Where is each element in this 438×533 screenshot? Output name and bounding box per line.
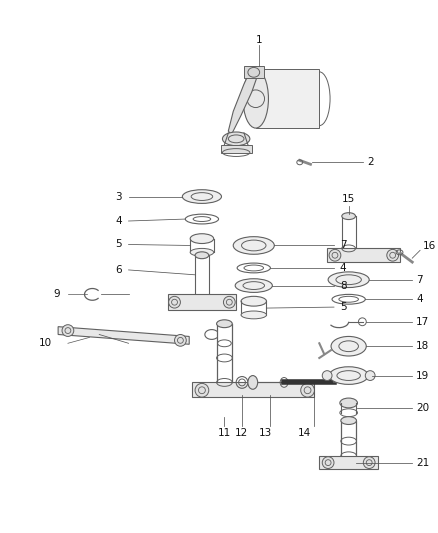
Ellipse shape bbox=[241, 311, 266, 319]
Circle shape bbox=[169, 296, 180, 308]
Text: 7: 7 bbox=[416, 274, 423, 285]
Bar bbox=[220, 145, 252, 152]
Text: 12: 12 bbox=[234, 429, 247, 438]
Circle shape bbox=[322, 457, 334, 469]
Text: 10: 10 bbox=[39, 338, 52, 348]
Circle shape bbox=[329, 249, 341, 261]
Text: 3: 3 bbox=[115, 191, 122, 201]
Circle shape bbox=[365, 370, 375, 381]
Text: 11: 11 bbox=[218, 429, 231, 438]
Text: 5: 5 bbox=[340, 302, 346, 312]
Text: 19: 19 bbox=[416, 370, 429, 381]
Ellipse shape bbox=[190, 234, 214, 244]
Text: 1: 1 bbox=[255, 35, 262, 45]
Ellipse shape bbox=[241, 296, 266, 306]
Text: 9: 9 bbox=[53, 289, 60, 300]
Circle shape bbox=[223, 296, 235, 308]
Circle shape bbox=[301, 383, 314, 397]
Ellipse shape bbox=[342, 213, 356, 220]
Text: 2: 2 bbox=[367, 157, 374, 167]
Ellipse shape bbox=[217, 320, 232, 328]
Ellipse shape bbox=[190, 248, 214, 256]
Ellipse shape bbox=[235, 279, 272, 293]
Ellipse shape bbox=[182, 190, 222, 204]
Ellipse shape bbox=[340, 398, 357, 408]
Circle shape bbox=[195, 383, 209, 397]
Polygon shape bbox=[58, 327, 189, 344]
Text: 14: 14 bbox=[298, 429, 311, 438]
Text: 15: 15 bbox=[342, 195, 355, 205]
Circle shape bbox=[322, 370, 332, 381]
Text: 13: 13 bbox=[259, 429, 272, 438]
Ellipse shape bbox=[248, 376, 258, 389]
Text: 7: 7 bbox=[340, 240, 346, 251]
Ellipse shape bbox=[195, 252, 209, 259]
Text: 4: 4 bbox=[115, 216, 122, 226]
Ellipse shape bbox=[243, 69, 268, 128]
Ellipse shape bbox=[233, 237, 274, 254]
Circle shape bbox=[174, 335, 186, 346]
Bar bbox=[327, 248, 400, 262]
Circle shape bbox=[364, 457, 375, 469]
Ellipse shape bbox=[223, 132, 250, 146]
Text: 6: 6 bbox=[115, 265, 122, 275]
Ellipse shape bbox=[328, 272, 369, 287]
Polygon shape bbox=[228, 69, 259, 135]
Text: 16: 16 bbox=[423, 241, 436, 252]
Text: 8: 8 bbox=[340, 280, 346, 290]
Circle shape bbox=[387, 249, 399, 261]
Bar bbox=[244, 67, 264, 78]
Text: 21: 21 bbox=[416, 458, 429, 467]
Text: 17: 17 bbox=[416, 317, 429, 327]
Bar bbox=[256, 69, 319, 128]
Ellipse shape bbox=[329, 367, 368, 384]
Text: 18: 18 bbox=[416, 341, 429, 351]
Bar bbox=[168, 294, 236, 310]
Text: 4: 4 bbox=[340, 263, 346, 273]
Bar bbox=[319, 456, 378, 470]
Circle shape bbox=[62, 325, 74, 336]
Text: 4: 4 bbox=[416, 294, 423, 304]
Text: 5: 5 bbox=[115, 239, 122, 249]
Bar bbox=[192, 382, 314, 397]
Text: 20: 20 bbox=[416, 403, 429, 413]
Ellipse shape bbox=[341, 417, 357, 424]
Ellipse shape bbox=[331, 336, 366, 356]
